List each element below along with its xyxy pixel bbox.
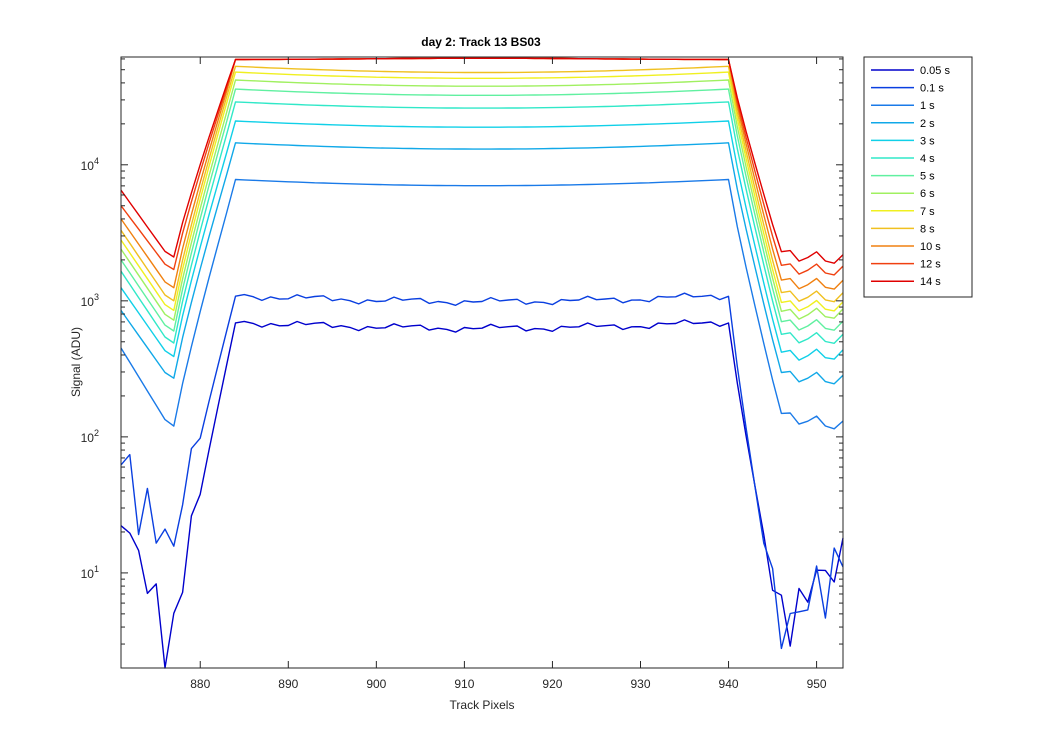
plot-frame	[120, 56, 844, 669]
chart-title: day 2: Track 13 BS03	[421, 35, 541, 49]
y-tick-label: 102	[81, 428, 99, 445]
series-line	[120, 88, 844, 332]
series-line	[120, 142, 844, 385]
series-line	[120, 292, 844, 650]
legend-label: 6 s	[920, 188, 935, 200]
x-tick-label: 900	[366, 677, 386, 691]
series-line	[120, 79, 844, 321]
x-axis-label: Track Pixels	[450, 698, 515, 712]
legend-label: 10 s	[920, 241, 941, 253]
legend-label: 1 s	[920, 100, 935, 112]
series-line	[120, 71, 844, 312]
legend-items: 0.05 s 0.1 s 1 s 2 s 3 s 4 s 5 s 6 s 7 s 8 s 10 s 1…	[871, 65, 950, 288]
legend-label: 14 s	[920, 276, 941, 288]
y-tick-label: 101	[81, 564, 99, 581]
legend-box	[863, 56, 973, 298]
series-line	[120, 65, 844, 303]
legend-label: 12 s	[920, 259, 941, 271]
series-line	[120, 101, 844, 344]
legend-label: 3 s	[920, 135, 935, 147]
legend-label: 0.05 s	[920, 65, 950, 77]
series-line	[120, 57, 844, 264]
y-axis-label: Signal (ADU)	[69, 327, 83, 397]
x-tick-label: 880	[190, 677, 210, 691]
legend-label: 8 s	[920, 223, 935, 235]
x-tick-label: 940	[719, 677, 739, 691]
legend-label: 0.1 s	[920, 83, 944, 95]
series-line	[120, 120, 844, 361]
series-line	[120, 178, 844, 430]
series-layer	[120, 57, 844, 669]
y-tick-label: 104	[81, 156, 99, 173]
legend-label: 5 s	[920, 171, 935, 183]
legend: 0.05 s 0.1 s 1 s 2 s 3 s 4 s 5 s 6 s 7 s 8 s 10 s 1…	[863, 56, 973, 298]
x-tick-label: 930	[630, 677, 650, 691]
x-tick-label: 910	[454, 677, 474, 691]
legend-label: 4 s	[920, 153, 935, 165]
ticks-layer: 880 890 900 910 920 930 940 950 101 102 103 104	[81, 57, 843, 691]
x-tick-label: 950	[807, 677, 827, 691]
y-tick-label: 103	[81, 292, 99, 309]
series-line	[120, 319, 844, 669]
legend-label: 2 s	[920, 118, 935, 130]
x-tick-label: 920	[542, 677, 562, 691]
x-tick-label: 890	[278, 677, 298, 691]
plot-area	[121, 57, 843, 668]
legend-label: 7 s	[920, 206, 935, 218]
